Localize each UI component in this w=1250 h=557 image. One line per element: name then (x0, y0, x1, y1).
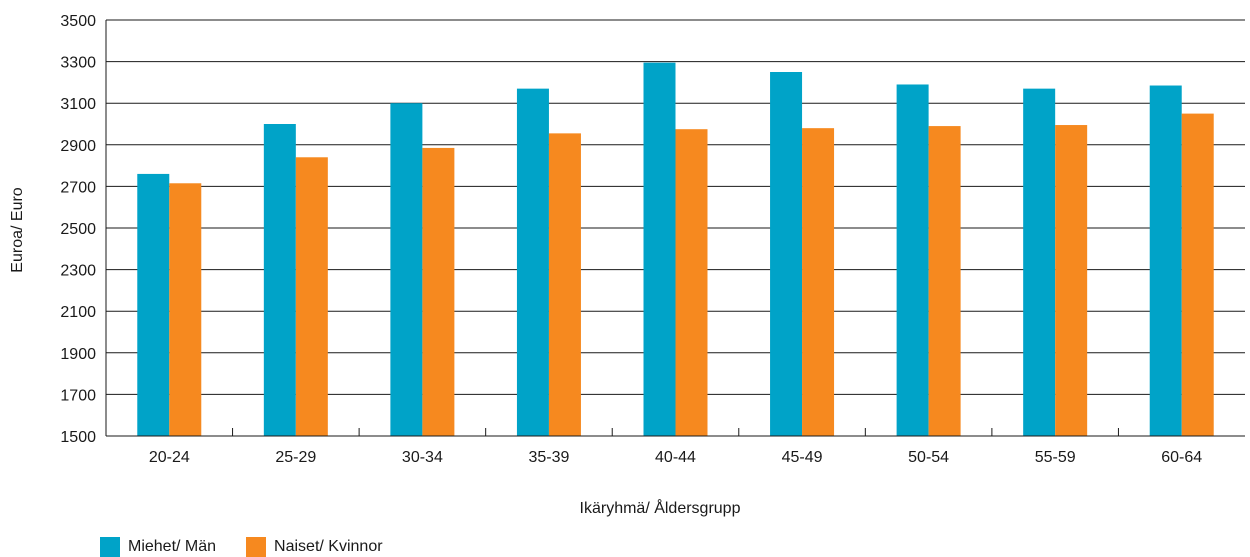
y-tick-label: 1700 (60, 387, 96, 404)
legend-label-women: Naiset/ Kvinnor (274, 538, 383, 555)
bar-men (263, 124, 296, 436)
y-tick-labels: 1500 1700 1900 2100 2300 2500 2700 2900 3100 3300… (60, 13, 96, 446)
x-tick-label: 35-39 (528, 449, 569, 466)
y-tick-label: 2300 (60, 263, 96, 280)
legend-swatch-women (246, 537, 267, 557)
bar-men (390, 103, 423, 436)
bar-women (802, 128, 835, 436)
x-tick-label: 30-34 (402, 449, 443, 466)
y-tick-label: 2900 (60, 138, 96, 155)
bar-women (295, 157, 328, 436)
bar-chart: 1500 1700 1900 2100 2300 2500 2700 2900 3100 3300… (9, 13, 1245, 517)
bar-men (516, 88, 549, 436)
y-tick-label: 3100 (60, 96, 96, 113)
bar-women (548, 133, 581, 437)
bar-men (896, 84, 929, 436)
x-axis-title: Ikäryhmä/ Åldersgrupp (580, 498, 741, 517)
bars (137, 62, 1214, 437)
y-tick-label: 2700 (60, 179, 96, 196)
x-tick-label: 40-44 (655, 449, 696, 466)
bar-men (1149, 85, 1182, 437)
legend-swatch-men (100, 537, 120, 557)
legend-item-men: Miehet/ Män (100, 537, 216, 557)
x-tick-label: 20-24 (149, 449, 190, 466)
y-tick-label: 2500 (60, 221, 96, 238)
y-axis-title: Euroa/ Euro (9, 187, 26, 272)
bar-women (1055, 125, 1088, 436)
bar-men (643, 62, 676, 436)
bar-women (675, 129, 708, 436)
legend-item-women: Naiset/ Kvinnor (246, 537, 383, 557)
y-tick-label: 1500 (60, 429, 96, 446)
bar-women (422, 147, 455, 437)
legend: Miehet/ Män Naiset/ Kvinnor (100, 537, 413, 557)
x-tick-label: 45-49 (782, 449, 823, 466)
bar-men (137, 173, 170, 437)
x-tick-labels: 20-24 25-29 30-34 35-39 40-44 45-49 50-54 55-59… (149, 449, 1202, 466)
y-tick-label: 1900 (60, 346, 96, 363)
y-tick-label: 2100 (60, 304, 96, 321)
x-tick-label: 55-59 (1035, 449, 1076, 466)
y-tick-label: 3300 (60, 55, 96, 72)
bar-women (928, 126, 961, 436)
bar-men (770, 72, 803, 436)
bar-men (1023, 88, 1056, 436)
x-tick-label: 50-54 (908, 449, 949, 466)
bar-women (169, 183, 202, 436)
legend-label-men: Miehet/ Män (128, 538, 217, 555)
y-tick-label: 3500 (60, 13, 96, 30)
axes (105, 20, 1245, 437)
x-tick-label: 25-29 (275, 449, 316, 466)
x-tick-label: 60-64 (1161, 449, 1202, 466)
bar-women (1181, 113, 1214, 436)
